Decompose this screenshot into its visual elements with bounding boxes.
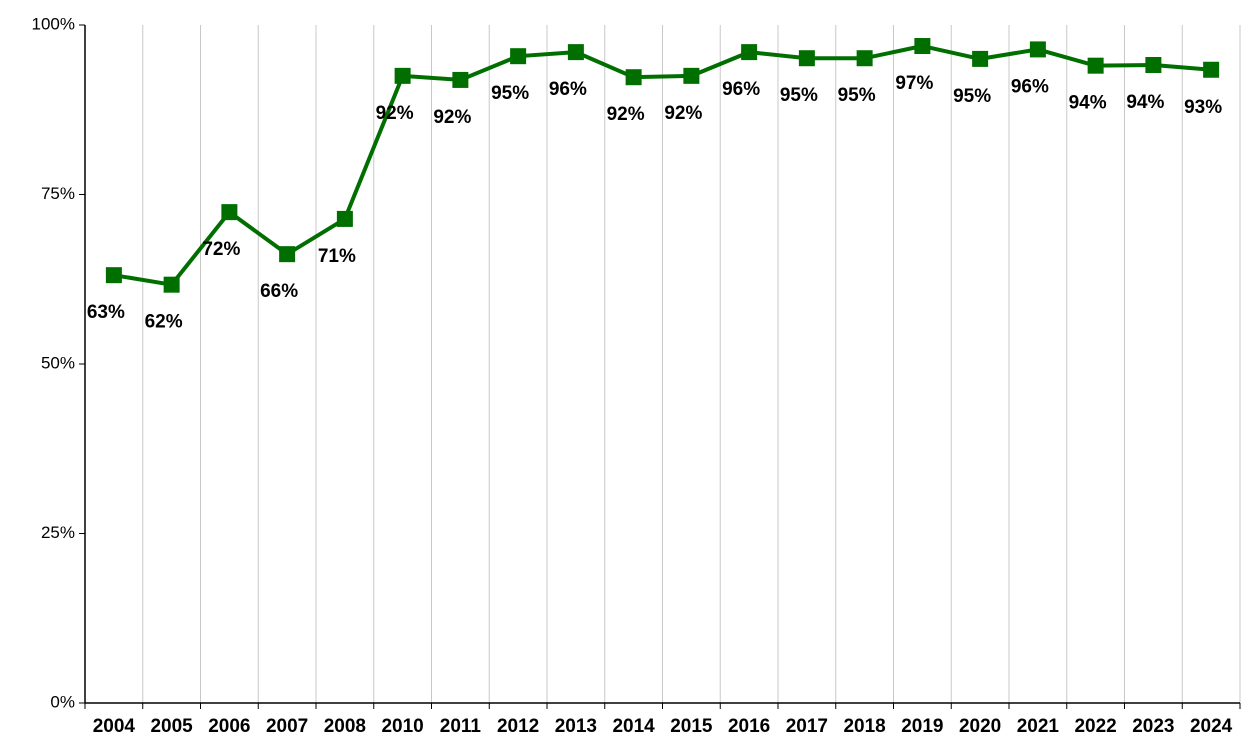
data-label: 92% (607, 104, 645, 125)
data-point (741, 44, 758, 61)
data-label: 95% (953, 86, 991, 107)
x-tick-label: 2010 (381, 716, 423, 737)
data-point (856, 50, 873, 67)
y-tick-label: 50% (41, 353, 75, 372)
data-label: 95% (491, 83, 529, 104)
x-tick-label: 2011 (440, 716, 482, 737)
data-point (394, 67, 411, 84)
data-label: 92% (376, 103, 414, 124)
data-point (336, 210, 353, 227)
data-label: 94% (1069, 93, 1107, 114)
x-tick-label: 2020 (959, 716, 1001, 737)
data-point (163, 276, 180, 293)
series-line (113, 44, 1212, 287)
x-tick-label: 2014 (612, 716, 655, 737)
x-tick-label: 2008 (324, 716, 366, 737)
data-point (510, 48, 527, 65)
x-tick-label: 2022 (1074, 716, 1116, 737)
data-label: 95% (780, 85, 818, 106)
x-tick-label: 2012 (497, 716, 539, 737)
x-tick-label: 2019 (901, 716, 943, 737)
data-point (625, 69, 642, 86)
x-tick-label: 2004 (93, 716, 136, 737)
data-point (1145, 57, 1162, 74)
data-label: 97% (895, 73, 933, 94)
x-tick-label: 2017 (786, 716, 828, 737)
data-point (1087, 57, 1104, 74)
data-label: 96% (722, 79, 760, 100)
x-tick-label: 2007 (266, 716, 308, 737)
data-label: 96% (549, 79, 587, 100)
data-point (105, 267, 122, 284)
data-point (914, 38, 931, 55)
data-label: 92% (664, 103, 702, 124)
data-label: 71% (318, 246, 356, 267)
y-tick-label: 100% (32, 14, 75, 33)
data-label: 95% (838, 85, 876, 106)
x-tick-label: 2006 (208, 716, 250, 737)
data-point (452, 71, 469, 88)
y-tick-label: 0% (50, 692, 75, 711)
x-tick-label: 2023 (1132, 716, 1174, 737)
data-point (972, 50, 989, 67)
data-point (279, 246, 296, 263)
data-point (798, 50, 815, 67)
y-tick-label: 75% (41, 184, 75, 203)
data-point (567, 44, 584, 61)
data-label: 66% (260, 281, 298, 302)
data-label: 62% (145, 312, 183, 333)
x-tick-label: 2005 (150, 716, 193, 737)
data-point (221, 204, 238, 221)
y-tick-label: 25% (41, 523, 75, 542)
data-label: 93% (1184, 97, 1222, 118)
data-label: 72% (202, 239, 240, 260)
data-label: 96% (1011, 76, 1049, 97)
x-tick-label: 2016 (728, 716, 770, 737)
data-label: 92% (433, 107, 471, 128)
x-tick-label: 2015 (670, 716, 713, 737)
data-point (1203, 61, 1220, 78)
data-point (1029, 41, 1046, 58)
x-tick-label: 2013 (555, 716, 597, 737)
x-tick-label: 2021 (1017, 716, 1060, 737)
data-point (683, 67, 700, 84)
x-tick-label: 2024 (1190, 716, 1233, 737)
data-label: 63% (87, 302, 125, 323)
x-tick-label: 2018 (843, 716, 885, 737)
data-label: 94% (1126, 92, 1164, 113)
